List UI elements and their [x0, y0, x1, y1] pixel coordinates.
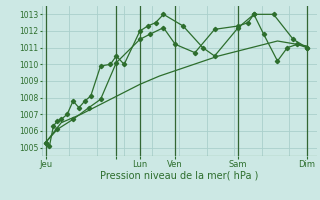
X-axis label: Pression niveau de la mer( hPa ): Pression niveau de la mer( hPa ): [100, 171, 258, 181]
